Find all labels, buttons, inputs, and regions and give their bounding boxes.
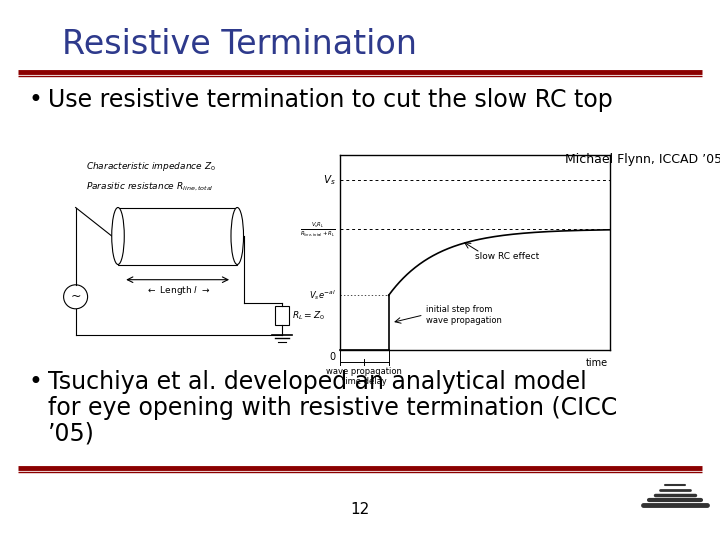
- Text: •: •: [28, 370, 42, 394]
- Text: for eye opening with resistive termination (CICC: for eye opening with resistive terminati…: [48, 396, 617, 420]
- Text: Parasitic resistance $R_{line,total}$: Parasitic resistance $R_{line,total}$: [86, 181, 214, 193]
- Text: Resistive Termination: Resistive Termination: [62, 29, 417, 62]
- Text: Characteristic impedance $Z_0$: Characteristic impedance $Z_0$: [86, 160, 216, 173]
- Text: $R_L=Z_0$: $R_L=Z_0$: [292, 309, 325, 322]
- Circle shape: [63, 285, 88, 309]
- Text: Use resistive termination to cut the slow RC top: Use resistive termination to cut the slo…: [48, 88, 613, 112]
- Text: initial step from
wave propagation: initial step from wave propagation: [426, 305, 503, 325]
- Text: ~: ~: [71, 291, 81, 303]
- Text: $\frac{V_s R_L}{R_{line,total}+R_L}$: $\frac{V_s R_L}{R_{line,total}+R_L}$: [300, 220, 336, 238]
- Ellipse shape: [231, 207, 243, 265]
- Text: time: time: [586, 358, 608, 368]
- Text: $\leftarrow$ Length $l$ $\rightarrow$: $\leftarrow$ Length $l$ $\rightarrow$: [145, 284, 210, 296]
- Text: 12: 12: [351, 503, 369, 517]
- Ellipse shape: [112, 207, 125, 265]
- Text: •: •: [28, 88, 42, 112]
- Bar: [118, 207, 238, 265]
- Text: Tsuchiya et al. developed an analytical model: Tsuchiya et al. developed an analytical …: [48, 370, 587, 394]
- Text: ’05): ’05): [48, 422, 95, 446]
- Bar: [275, 306, 289, 325]
- Text: 0: 0: [330, 352, 336, 362]
- Text: Michael Flynn, ICCAD ’05: Michael Flynn, ICCAD ’05: [565, 153, 720, 166]
- Text: slow RC effect: slow RC effect: [475, 252, 539, 261]
- Text: wave propagation
time delay: wave propagation time delay: [326, 367, 402, 387]
- Text: $V_s$: $V_s$: [323, 173, 336, 187]
- Text: $V_s e^{-al}$: $V_s e^{-al}$: [310, 288, 336, 302]
